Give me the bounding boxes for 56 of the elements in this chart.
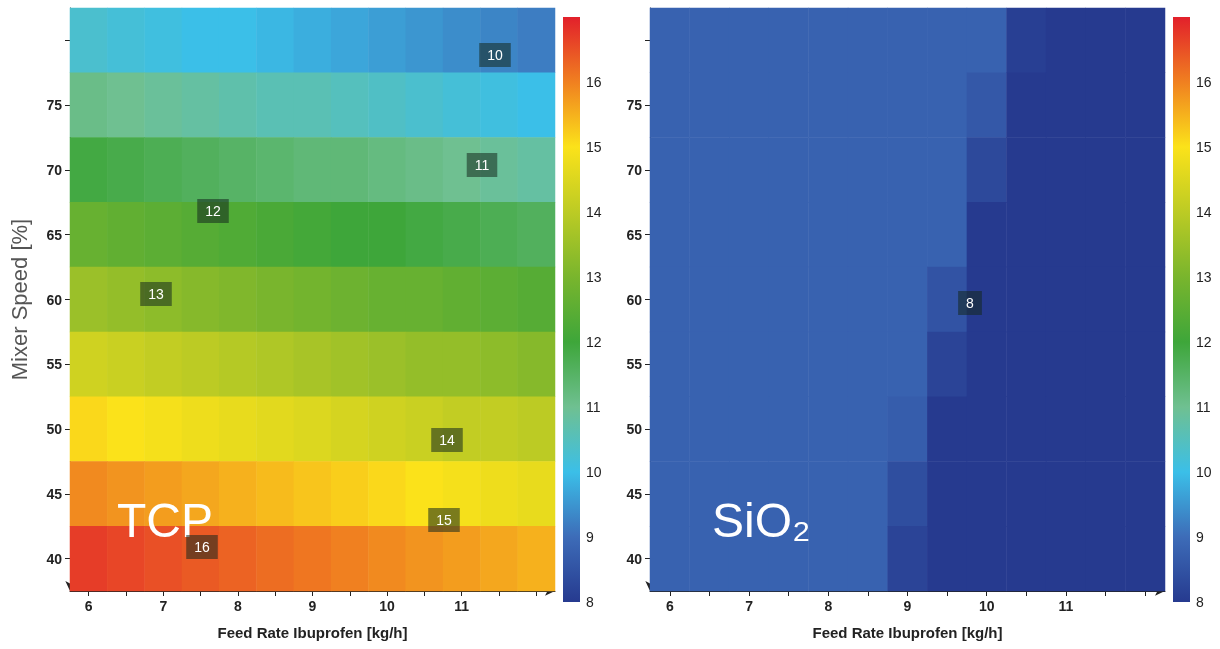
color-bar-label: 13 — [586, 269, 602, 285]
y-tick-label: 40 — [46, 550, 63, 567]
x-tick-label: 7 — [745, 598, 754, 614]
x-tick-label: 11 — [454, 598, 470, 614]
x-axis-title: Feed Rate Ibuprofen [kg/h] — [217, 624, 408, 641]
y-tick-label: 75 — [46, 97, 63, 114]
color-bar-label: 11 — [586, 399, 601, 415]
annotation: 16 — [194, 539, 210, 555]
x-axis-title: Feed Rate Ibuprofen [kg/h] — [812, 624, 1003, 641]
annotation: 8 — [966, 295, 975, 311]
x-tick-label: 10 — [978, 598, 995, 614]
y-tick-label: 50 — [46, 421, 63, 438]
color-bar-label: 14 — [586, 204, 602, 220]
y-tick-label: 55 — [46, 356, 63, 373]
x-tick-label: 6 — [84, 598, 93, 614]
color-bar-label: 13 — [1196, 269, 1212, 285]
color-bar-label: 14 — [1196, 204, 1212, 220]
annotation: 10 — [487, 47, 503, 63]
color-bar-label: 15 — [586, 139, 602, 155]
color-bar-label: 10 — [586, 464, 602, 480]
x-tick-label: 8 — [233, 598, 242, 614]
annotation: 13 — [148, 286, 164, 302]
color-bar-label: 12 — [1196, 334, 1212, 350]
y-axis-title: Mixer Speed [%] — [6, 218, 32, 381]
annotation: 15 — [436, 512, 452, 528]
color-bar-label: 12 — [586, 334, 602, 350]
y-tick-label: 65 — [626, 226, 643, 243]
color-bar-label: 16 — [586, 74, 602, 90]
y-tick-label: 40 — [626, 550, 643, 567]
color-bar-label: 15 — [1196, 139, 1212, 155]
x-tick-label: 7 — [159, 598, 168, 614]
y-tick-label: 75 — [626, 97, 643, 114]
annotation: 11 — [474, 157, 490, 173]
x-tick-label: 8 — [824, 598, 833, 614]
x-tick-label: 9 — [308, 598, 317, 614]
x-tick-label: 11 — [1058, 598, 1074, 614]
color-bar-label: 11 — [1196, 399, 1211, 415]
annotation: SiO₂ — [712, 493, 811, 547]
y-tick-label: 60 — [46, 291, 63, 308]
y-tick-label: 60 — [626, 291, 643, 308]
annotation: 14 — [439, 432, 455, 448]
y-tick-label: 45 — [46, 485, 63, 502]
y-tick-label: 55 — [626, 356, 643, 373]
x-tick-label: 9 — [903, 598, 912, 614]
x-tick-label: 6 — [665, 598, 674, 614]
x-tick-label: 10 — [379, 598, 396, 614]
annotation: 12 — [205, 203, 221, 219]
y-tick-label: 50 — [626, 421, 643, 438]
y-tick-label: 70 — [46, 161, 63, 178]
color-bar-label: 9 — [586, 529, 594, 545]
y-tick-label: 70 — [626, 161, 643, 178]
color-bar-label: 16 — [1196, 74, 1212, 90]
y-tick-label: 45 — [626, 485, 643, 502]
y-tick-label: 65 — [46, 226, 63, 243]
color-bar-label: 9 — [1196, 529, 1204, 545]
color-bar-label: 10 — [1196, 464, 1212, 480]
